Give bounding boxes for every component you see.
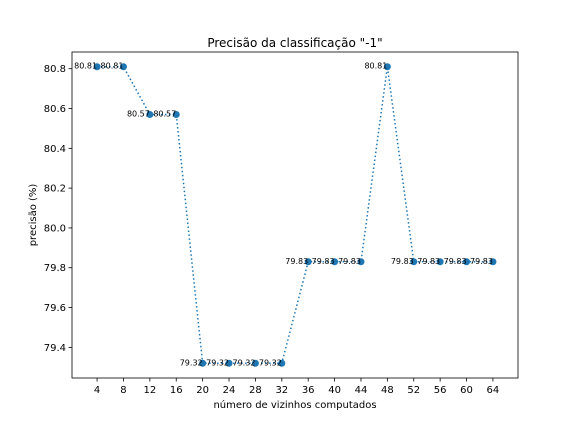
y-axis-label: precisão (%) — [28, 184, 39, 247]
chart-title: Precisão da classificação "-1" — [207, 36, 382, 50]
y-tick-label: 79.6 — [44, 303, 66, 314]
data-point — [93, 63, 101, 71]
data-label: 79.32 — [180, 358, 203, 367]
data-label: 80.81 — [364, 62, 387, 71]
data-point — [172, 110, 180, 118]
data-label: 79.32 — [233, 358, 256, 367]
y-tick-label: 80.8 — [44, 64, 66, 75]
data-point — [383, 63, 391, 71]
data-point — [304, 258, 312, 266]
data-label: 79.32 — [206, 358, 229, 367]
data-point — [436, 258, 444, 266]
x-tick-label: 4 — [94, 385, 100, 396]
x-tick-label: 44 — [355, 385, 368, 396]
x-tick-label: 16 — [170, 385, 183, 396]
x-tick-label: 12 — [143, 385, 156, 396]
data-point — [410, 258, 418, 266]
plot-frame — [71, 51, 519, 379]
x-tick-label: 32 — [275, 385, 288, 396]
data-label: 80.57 — [127, 109, 150, 118]
x-tick-label: 20 — [196, 385, 209, 396]
data-point — [251, 359, 259, 367]
x-axis-label: número de vizinhos computados — [213, 399, 376, 411]
data-label: 79.83 — [391, 257, 414, 266]
data-label: 79.83 — [444, 257, 467, 266]
data-point — [489, 258, 497, 266]
y-axis: 79.4 79.6 79.8 80.0 80.2 80.4 80.6 80.8 — [44, 64, 72, 354]
data-label: 80.81 — [101, 62, 124, 71]
y-tick-label: 79.8 — [44, 263, 66, 274]
x-tick-label: 60 — [460, 385, 473, 396]
x-tick-label: 36 — [302, 385, 315, 396]
x-tick-label: 48 — [381, 385, 394, 396]
data-label: 79.32 — [259, 358, 282, 367]
data-point — [331, 258, 339, 266]
data-label: 80.81 — [74, 62, 97, 71]
x-tick-label: 56 — [434, 385, 447, 396]
data-label: 80.57 — [153, 109, 176, 118]
data-point — [357, 258, 365, 266]
y-tick-label: 80.4 — [44, 144, 66, 155]
series-line — [97, 65, 493, 365]
y-tick-label: 80.0 — [44, 223, 66, 234]
x-tick-label: 8 — [120, 385, 126, 396]
x-tick-label: 28 — [249, 385, 262, 396]
data-label: 79.83 — [312, 257, 335, 266]
data-points — [93, 63, 497, 367]
data-point — [199, 359, 207, 367]
y-tick-label: 80.6 — [44, 104, 66, 115]
x-tick-label: 64 — [487, 385, 500, 396]
x-tick-label: 52 — [407, 385, 420, 396]
x-tick-label: 24 — [223, 385, 236, 396]
y-tick-label: 80.2 — [44, 184, 66, 195]
data-label: 79.83 — [338, 257, 361, 266]
y-tick-label: 79.4 — [44, 343, 66, 354]
data-point — [225, 359, 233, 367]
x-tick-label: 40 — [328, 385, 341, 396]
data-point — [278, 359, 286, 367]
data-label: 79.83 — [285, 257, 308, 266]
x-axis: 4 8 12 16 20 24 28 32 36 40 44 48 52 56 60 64 — [94, 378, 499, 396]
data-label: 79.83 — [417, 257, 440, 266]
data-point — [146, 110, 154, 118]
data-label: 79.83 — [470, 257, 493, 266]
data-point — [119, 63, 127, 71]
data-point — [463, 258, 471, 266]
